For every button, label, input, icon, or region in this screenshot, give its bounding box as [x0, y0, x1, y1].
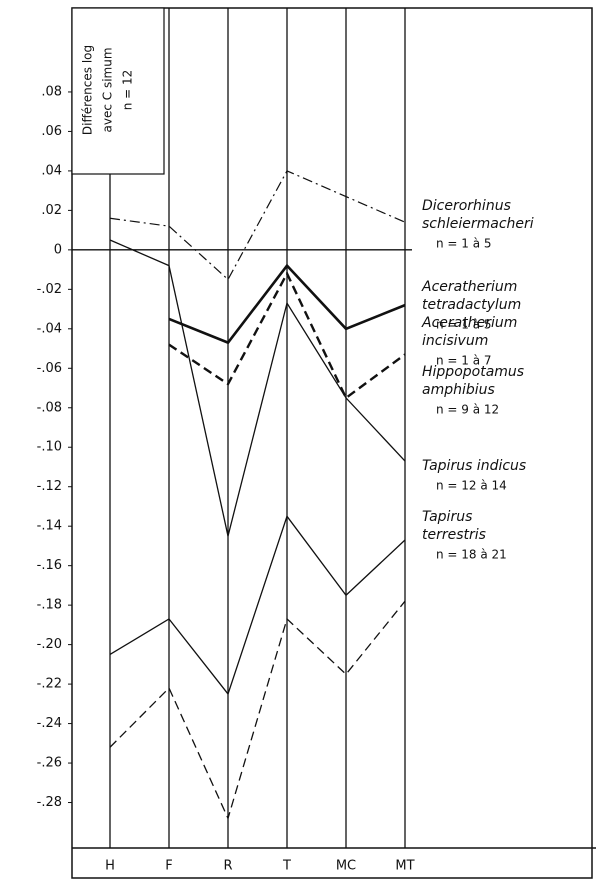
- y-tick-label: -.14: [37, 519, 62, 534]
- y-tick-label: .08: [41, 84, 62, 99]
- y-tick-label: -.16: [37, 558, 62, 573]
- x-tick-label: F: [165, 859, 172, 874]
- series-name: amphibius: [422, 382, 495, 398]
- y-tick-label: 0: [54, 242, 62, 257]
- series-name: Hippopotamus: [422, 364, 524, 380]
- frame: [71, 7, 593, 879]
- y-tick-label: -.22: [37, 677, 62, 692]
- series-n: n = 18 à 21: [436, 548, 507, 562]
- y-axis-label: avec C simum: [101, 47, 115, 132]
- y-tick-label: -.26: [37, 756, 62, 771]
- series-name: Tapirus indicus: [422, 458, 526, 474]
- x-tick-label: H: [105, 859, 115, 874]
- y-tick-label: -.10: [37, 440, 62, 455]
- series-name: terrestris: [422, 527, 486, 543]
- x-tick-label: R: [223, 859, 232, 874]
- y-tick-label: .06: [41, 124, 62, 139]
- y-tick-label: -.18: [37, 598, 62, 613]
- series-n: n = 1 à 5: [436, 318, 492, 332]
- series-name: schleiermacheri: [422, 216, 534, 232]
- series-line: [168, 270, 406, 400]
- x-tick-label: T: [282, 859, 291, 874]
- y-tick-label: -.02: [37, 282, 62, 297]
- series-n: n = 12 à 14: [436, 479, 507, 493]
- series-line: [168, 263, 406, 345]
- series-line: [109, 600, 406, 821]
- y-tick-label: -.08: [37, 400, 62, 415]
- series-line: [109, 170, 406, 281]
- y-tick-label: -.04: [37, 321, 62, 336]
- y-tick-label: -.12: [37, 479, 62, 494]
- series-name: Aceratherium: [421, 279, 517, 295]
- series-line: [109, 514, 406, 696]
- series-n: n = 1 à 5: [436, 237, 492, 251]
- y-tick-label: -.24: [37, 716, 62, 731]
- x-tick-label: MT: [395, 859, 414, 874]
- series-line: [109, 239, 406, 537]
- label-box: [71, 7, 165, 175]
- y-tick-label: .04: [41, 163, 62, 178]
- series-name: incisivum: [422, 333, 488, 349]
- y-tick-label: -.06: [37, 361, 62, 376]
- series-name: Tapirus: [422, 509, 472, 525]
- y-tick-label: -.20: [37, 637, 62, 652]
- series-n: n = 9 à 12: [436, 403, 499, 417]
- y-tick-label: .02: [41, 203, 62, 218]
- y-axis-label: Différences log: [81, 45, 95, 135]
- series-name: Aceratherium: [421, 315, 517, 331]
- series-name: tetradactylum: [422, 297, 521, 313]
- y-tick-label: -.28: [37, 795, 62, 810]
- series-name: Dicerorhinus: [422, 198, 511, 214]
- series-n: n = 1 à 7: [436, 354, 492, 368]
- x-tick-label: MC: [336, 859, 356, 874]
- y-axis-label: n = 12: [121, 70, 135, 111]
